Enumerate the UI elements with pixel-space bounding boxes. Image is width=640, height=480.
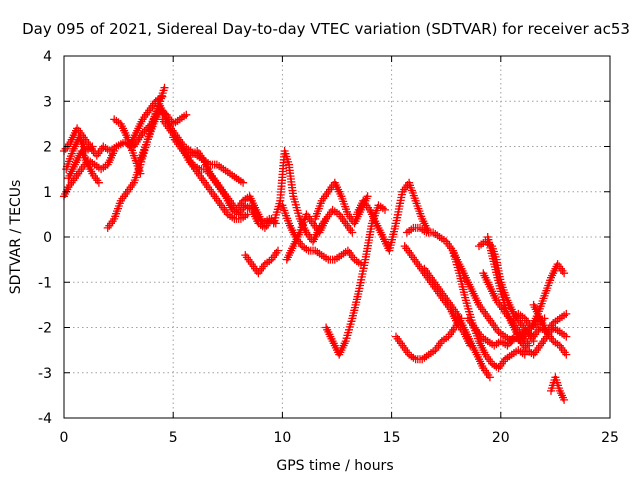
y-tick-label: 4: [43, 49, 52, 65]
y-tick-label: -4: [38, 411, 52, 427]
y-tick-label: -3: [38, 366, 52, 382]
series-arc-28: [483, 233, 571, 359]
series-markers: [241, 246, 282, 278]
y-tick-label: -1: [38, 275, 52, 291]
y-axis-label: SDTVAR / TECUs: [8, 180, 24, 295]
y-tick-label: 3: [43, 94, 52, 110]
series-arc-18: [322, 201, 389, 359]
x-tick-label: 10: [273, 430, 291, 446]
x-tick-label: 5: [169, 430, 178, 446]
x-tick-label: 25: [601, 430, 619, 446]
x-tick-label: 20: [492, 430, 510, 446]
series-arc-19: [352, 178, 433, 255]
series-markers: [62, 133, 97, 174]
series-arc-03: [62, 133, 97, 174]
x-axis-label: GPS time / hours: [276, 458, 393, 474]
x-tick-label: 0: [60, 430, 69, 446]
grid-lines: [64, 56, 610, 418]
series-arc-21: [400, 242, 475, 350]
series-markers: [322, 201, 389, 359]
series-arc-14: [269, 147, 331, 246]
series-markers: [529, 300, 571, 359]
y-tick-label: 0: [43, 230, 52, 246]
series-arc-13: [241, 246, 282, 278]
series-arc-31: [547, 373, 569, 404]
series-markers: [400, 242, 475, 350]
series-markers: [269, 147, 331, 246]
chart-title: Day 095 of 2021, Sidereal Day-to-day VTE…: [22, 20, 630, 38]
series-arc-16: [282, 205, 357, 264]
series-arc-12: [180, 147, 280, 228]
series-markers: [352, 178, 433, 255]
y-tick-label: 1: [43, 185, 52, 201]
data-points: [60, 83, 571, 404]
series-markers: [420, 264, 494, 382]
series-arc-04: [64, 147, 103, 187]
series-markers: [64, 147, 103, 187]
series-arc-07: [125, 92, 167, 151]
series-arc-30: [529, 300, 571, 359]
y-tick-label: 2: [43, 140, 52, 156]
series-markers: [483, 233, 571, 359]
series-markers: [180, 147, 280, 228]
series-markers: [125, 92, 167, 151]
axis-ticks: 0 5 10 15 20 25 -4 -3 -2 -1 0 1 2 3 4: [38, 49, 619, 446]
series-markers: [282, 205, 357, 264]
series-markers: [547, 373, 569, 404]
series-arc-23: [420, 264, 494, 382]
x-tick-label: 15: [383, 430, 401, 446]
y-tick-label: -2: [38, 321, 52, 337]
